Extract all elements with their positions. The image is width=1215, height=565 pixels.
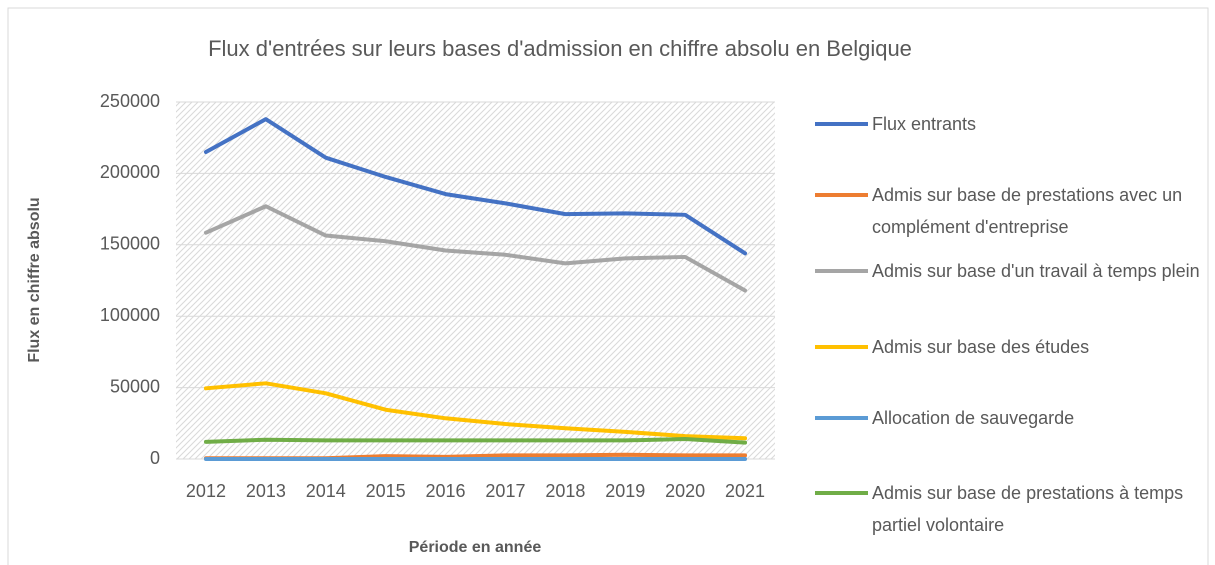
legend-label: Admis sur base d'un travail à temps plei…: [872, 261, 1200, 281]
x-axis-label: Période en année: [409, 539, 542, 556]
y-tick-label: 150000: [100, 234, 160, 254]
x-tick-label: 2016: [426, 481, 466, 501]
x-tick-label: 2020: [665, 481, 705, 501]
series-line: [203, 437, 748, 445]
legend-label: Flux entrants: [872, 114, 977, 134]
x-tick-label: 2019: [605, 481, 645, 501]
plot-area: [176, 102, 775, 459]
y-tick-label: 50000: [110, 376, 160, 396]
y-tick-label: 200000: [100, 162, 160, 182]
x-tick-label: 2015: [366, 481, 406, 501]
x-tick-label: 2013: [246, 481, 286, 501]
series-line: [203, 381, 748, 441]
legend-label: Allocation de sauvegarde: [872, 408, 1075, 428]
chart-title: Flux d'entrées sur leurs bases d'admissi…: [208, 36, 912, 61]
legend-label: Admis sur base de prestations avec un co…: [872, 185, 1183, 237]
x-tick-label: 2012: [186, 481, 226, 501]
legend-label: Admis sur base de prestations à temps pa…: [872, 483, 1184, 535]
series-line: [203, 204, 748, 293]
y-axis-label: Flux en chiffre absolu: [26, 197, 43, 362]
x-tick-label: 2021: [725, 481, 765, 501]
x-tick-label: 2018: [545, 481, 585, 501]
x-tick-label: 2017: [485, 481, 525, 501]
legend-label: Admis sur base des études: [872, 337, 1090, 357]
y-tick-label: 100000: [100, 305, 160, 325]
y-tick-label: 250000: [100, 91, 160, 111]
series-line: [203, 117, 748, 256]
x-tick-label: 2014: [306, 481, 346, 501]
chart-border: [7, 7, 1209, 565]
y-tick-label: 0: [150, 448, 160, 468]
